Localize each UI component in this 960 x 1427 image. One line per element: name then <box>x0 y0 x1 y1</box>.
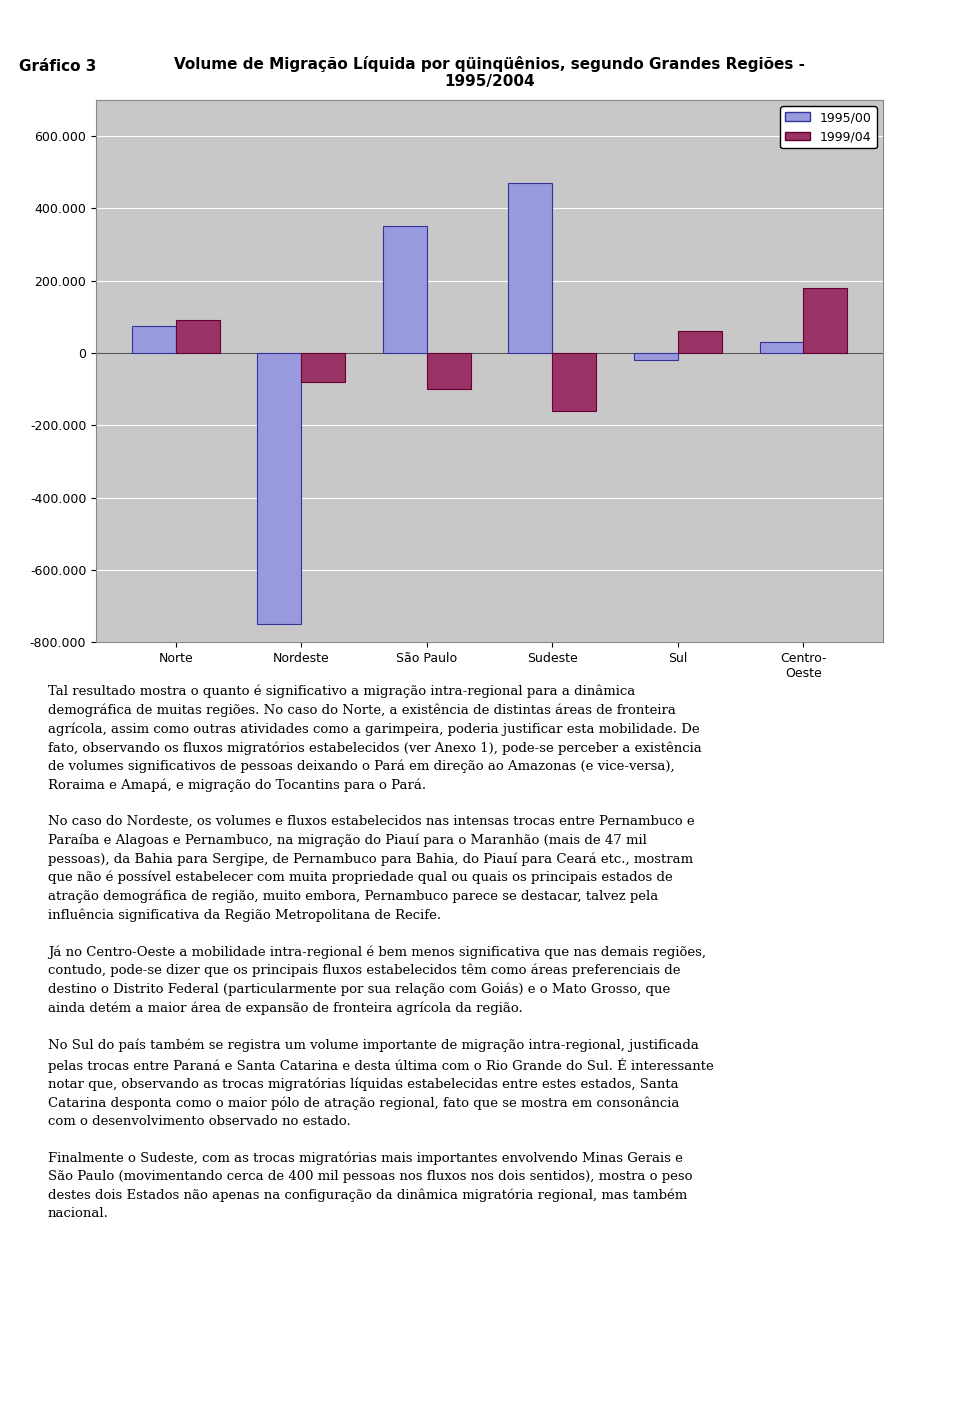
Bar <box>634 352 678 360</box>
Bar <box>552 352 596 411</box>
Text: Tal resultado mostra o quanto é significativo a migração intra-regional para a d: Tal resultado mostra o quanto é signific… <box>48 685 713 1220</box>
Bar <box>678 331 722 352</box>
Bar <box>759 342 804 352</box>
Legend: 1995/00, 1999/04: 1995/00, 1999/04 <box>780 106 876 148</box>
Bar <box>804 288 848 352</box>
Title: Volume de Migração Líquida por qüinqüênios, segundo Grandes Regiões -
1995/2004: Volume de Migração Líquida por qüinqüêni… <box>174 56 805 88</box>
Bar <box>383 227 427 352</box>
Bar <box>427 352 470 390</box>
Bar <box>176 321 220 352</box>
Bar <box>257 352 301 624</box>
Bar <box>132 325 176 352</box>
Text: Gráfico 3: Gráfico 3 <box>19 60 97 74</box>
Bar <box>509 183 552 352</box>
Bar <box>301 352 346 382</box>
